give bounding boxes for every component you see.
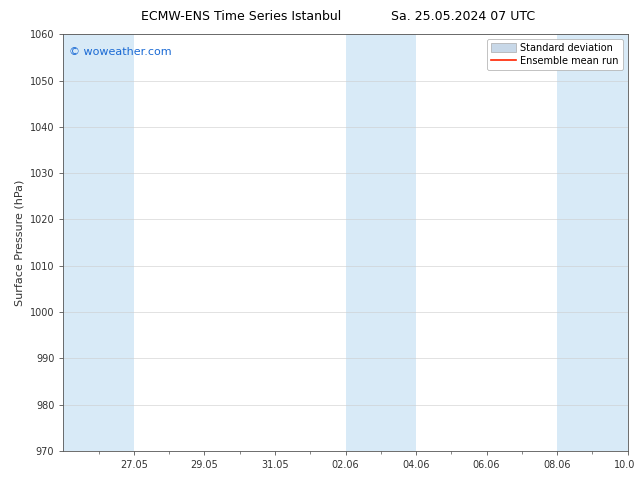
Text: ECMW-ENS Time Series Istanbul: ECMW-ENS Time Series Istanbul: [141, 10, 341, 23]
Bar: [63, 34, 134, 451]
Bar: [557, 34, 628, 451]
Text: Sa. 25.05.2024 07 UTC: Sa. 25.05.2024 07 UTC: [391, 10, 535, 23]
Bar: [346, 34, 416, 451]
Legend: Standard deviation, Ensemble mean run: Standard deviation, Ensemble mean run: [488, 39, 623, 70]
Y-axis label: Surface Pressure (hPa): Surface Pressure (hPa): [14, 179, 24, 306]
Text: © woweather.com: © woweather.com: [69, 47, 172, 57]
